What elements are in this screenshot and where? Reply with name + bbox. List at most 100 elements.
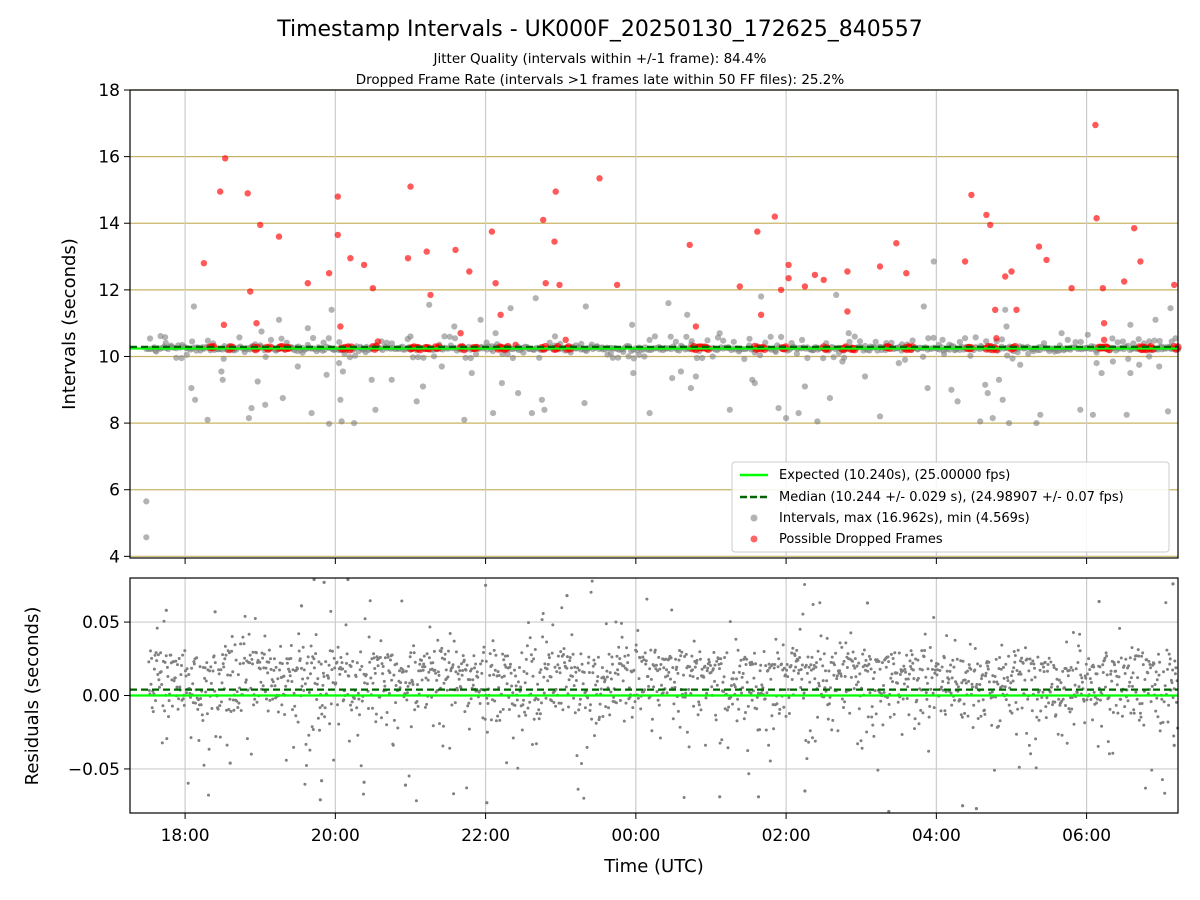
residual-point [577, 708, 581, 712]
residual-point [867, 662, 871, 666]
interval-point [473, 351, 480, 358]
residual-point [359, 650, 363, 654]
residual-point [1127, 664, 1131, 668]
residual-point [1075, 691, 1079, 694]
residuals-y-axis-label: Residuals (seconds) [22, 607, 43, 786]
residual-point [258, 667, 262, 671]
x-tick-label: 20:00 [311, 826, 360, 846]
residual-point [546, 679, 550, 683]
residual-point [1158, 729, 1162, 733]
residual-point [656, 669, 660, 673]
residual-point [176, 663, 179, 667]
residual-point [744, 663, 748, 666]
interval-point [820, 355, 827, 362]
residual-point [1024, 646, 1027, 650]
residual-point [659, 663, 663, 666]
residual-point [903, 667, 907, 671]
residual-point [830, 655, 834, 659]
residual-point [996, 682, 1000, 686]
residual-point [715, 683, 719, 687]
residual-point [775, 702, 779, 706]
residual-point [433, 668, 437, 672]
residual-point [358, 668, 362, 672]
residual-point [697, 703, 701, 707]
residual-point [1011, 679, 1015, 683]
residual-point [981, 673, 985, 677]
residual-point [159, 651, 163, 655]
residual-point [253, 617, 257, 620]
legend-intervals-label: Intervals, max (16.962s), min (4.569s) [779, 511, 1030, 526]
x-tick-label: 18:00 [161, 826, 210, 846]
residual-point [551, 623, 555, 627]
residual-point [175, 685, 179, 689]
residual-point [542, 691, 546, 695]
residual-point [484, 659, 488, 663]
dropped-frame-point [757, 311, 765, 318]
interval-point [799, 336, 806, 343]
residual-point [907, 713, 911, 717]
interval-point [310, 334, 317, 342]
residual-point [562, 647, 566, 651]
residual-point [555, 670, 559, 674]
residual-point [929, 659, 933, 663]
residual-point [640, 659, 644, 663]
interval-point [451, 323, 458, 330]
interval-point [299, 349, 306, 356]
residual-point [1025, 731, 1029, 735]
residual-point [1018, 659, 1022, 663]
interval-point [1058, 330, 1065, 337]
residual-point [864, 658, 868, 662]
residual-point [977, 699, 981, 703]
residual-point [1016, 707, 1020, 711]
interval-point [1051, 348, 1058, 355]
residual-point [494, 653, 498, 657]
interval-point [262, 401, 269, 408]
residual-point [578, 697, 582, 701]
residual-point [805, 757, 809, 761]
residual-point [1166, 667, 1169, 671]
dropped-frame-point [369, 285, 377, 292]
residual-point [523, 681, 527, 685]
residual-point [689, 692, 693, 695]
residual-point [1070, 696, 1074, 699]
residual-point [225, 708, 228, 712]
residual-point [609, 677, 613, 681]
interval-point [620, 348, 627, 355]
residual-point [815, 661, 818, 665]
residual-point [217, 672, 221, 676]
residual-point [891, 680, 894, 684]
residual-point [226, 673, 230, 677]
residual-point [458, 669, 462, 673]
residual-point [960, 681, 964, 685]
intervals-y-tick-label: 12 [98, 281, 120, 301]
residual-point [704, 743, 707, 747]
interval-point [667, 333, 674, 340]
residual-point [936, 668, 940, 672]
residual-point [1006, 679, 1010, 683]
residual-point [600, 666, 604, 670]
residual-point [191, 682, 195, 686]
interval-point [336, 339, 343, 346]
residual-point [236, 706, 240, 709]
residual-point [251, 662, 254, 666]
residual-point [335, 660, 339, 664]
residual-point [284, 758, 288, 762]
residual-point [376, 664, 380, 668]
residual-point [231, 670, 235, 674]
residual-point [347, 674, 351, 678]
interval-point [346, 354, 353, 361]
residual-point [291, 668, 295, 672]
residual-point [800, 677, 804, 681]
residual-point [448, 746, 452, 750]
residual-point [888, 715, 892, 719]
residual-point [1061, 697, 1065, 701]
interval-point [609, 354, 616, 361]
residual-point [592, 658, 596, 662]
residual-point [687, 745, 691, 749]
residual-point [483, 717, 487, 721]
residual-point [651, 717, 654, 721]
residual-point [959, 713, 963, 717]
residual-point [364, 673, 368, 677]
residual-point [698, 657, 702, 661]
residual-point [409, 651, 413, 655]
